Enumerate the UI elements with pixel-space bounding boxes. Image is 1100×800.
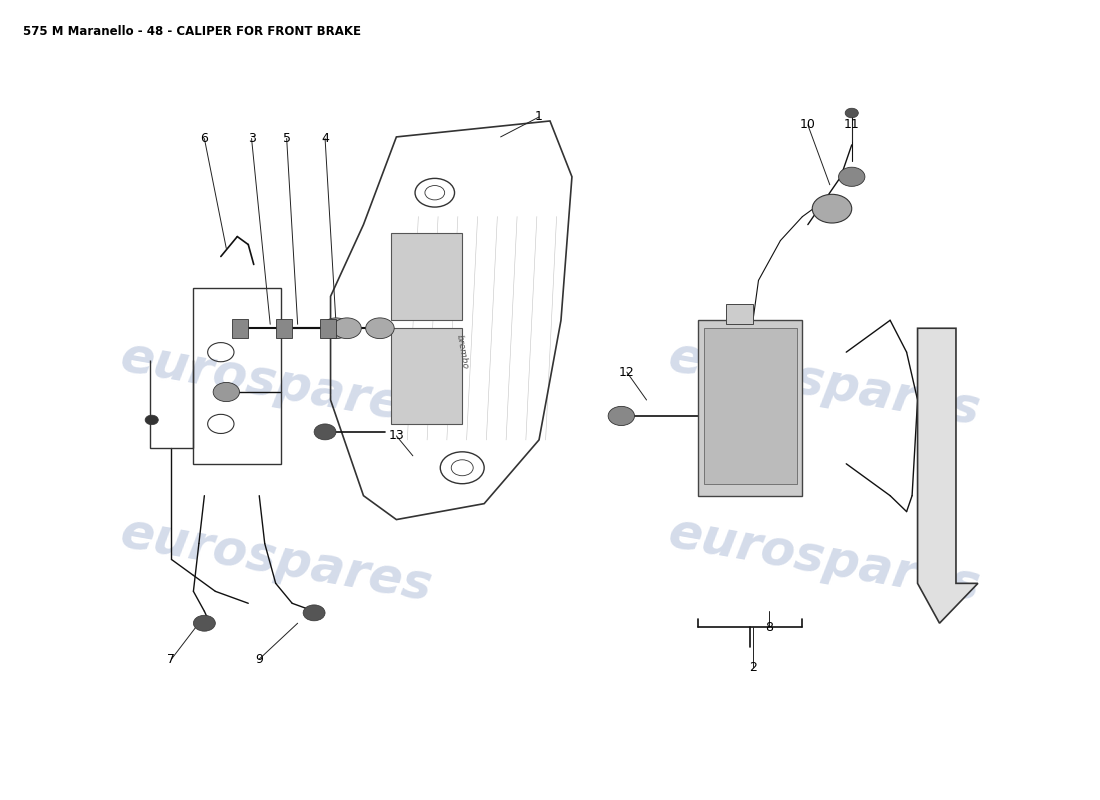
Text: 11: 11: [844, 118, 859, 131]
Text: 2: 2: [749, 661, 757, 674]
Text: eurospares: eurospares: [116, 333, 436, 435]
Circle shape: [812, 194, 851, 223]
Circle shape: [365, 318, 394, 338]
Circle shape: [608, 406, 635, 426]
Polygon shape: [917, 328, 978, 623]
Text: 5: 5: [283, 132, 290, 145]
Bar: [704, 328, 796, 484]
Text: 9: 9: [255, 653, 263, 666]
Text: 10: 10: [800, 118, 816, 131]
Text: 1: 1: [535, 110, 543, 123]
Bar: [194, 288, 282, 464]
Bar: [726, 304, 754, 324]
Text: 3: 3: [248, 132, 255, 145]
Text: 13: 13: [388, 430, 405, 442]
Bar: [390, 233, 462, 320]
Text: 7: 7: [167, 653, 176, 666]
Circle shape: [845, 108, 858, 118]
Bar: [276, 318, 293, 338]
Circle shape: [332, 318, 361, 338]
Text: eurospares: eurospares: [116, 508, 436, 610]
Bar: [390, 328, 462, 424]
Circle shape: [304, 605, 326, 621]
Text: 6: 6: [200, 132, 208, 145]
Text: 575 M Maranello - 48 - CALIPER FOR FRONT BRAKE: 575 M Maranello - 48 - CALIPER FOR FRONT…: [23, 26, 361, 38]
Bar: [320, 318, 336, 338]
Circle shape: [322, 318, 350, 338]
Bar: [698, 320, 802, 496]
Circle shape: [194, 615, 216, 631]
Text: 4: 4: [321, 132, 329, 145]
Bar: [232, 318, 249, 338]
Text: eurospares: eurospares: [664, 508, 984, 610]
Circle shape: [145, 415, 158, 425]
Circle shape: [315, 424, 336, 440]
Text: brembo: brembo: [454, 334, 470, 370]
Circle shape: [213, 382, 240, 402]
Text: eurospares: eurospares: [664, 333, 984, 435]
Text: 12: 12: [619, 366, 635, 378]
Text: 8: 8: [766, 621, 773, 634]
Circle shape: [838, 167, 865, 186]
